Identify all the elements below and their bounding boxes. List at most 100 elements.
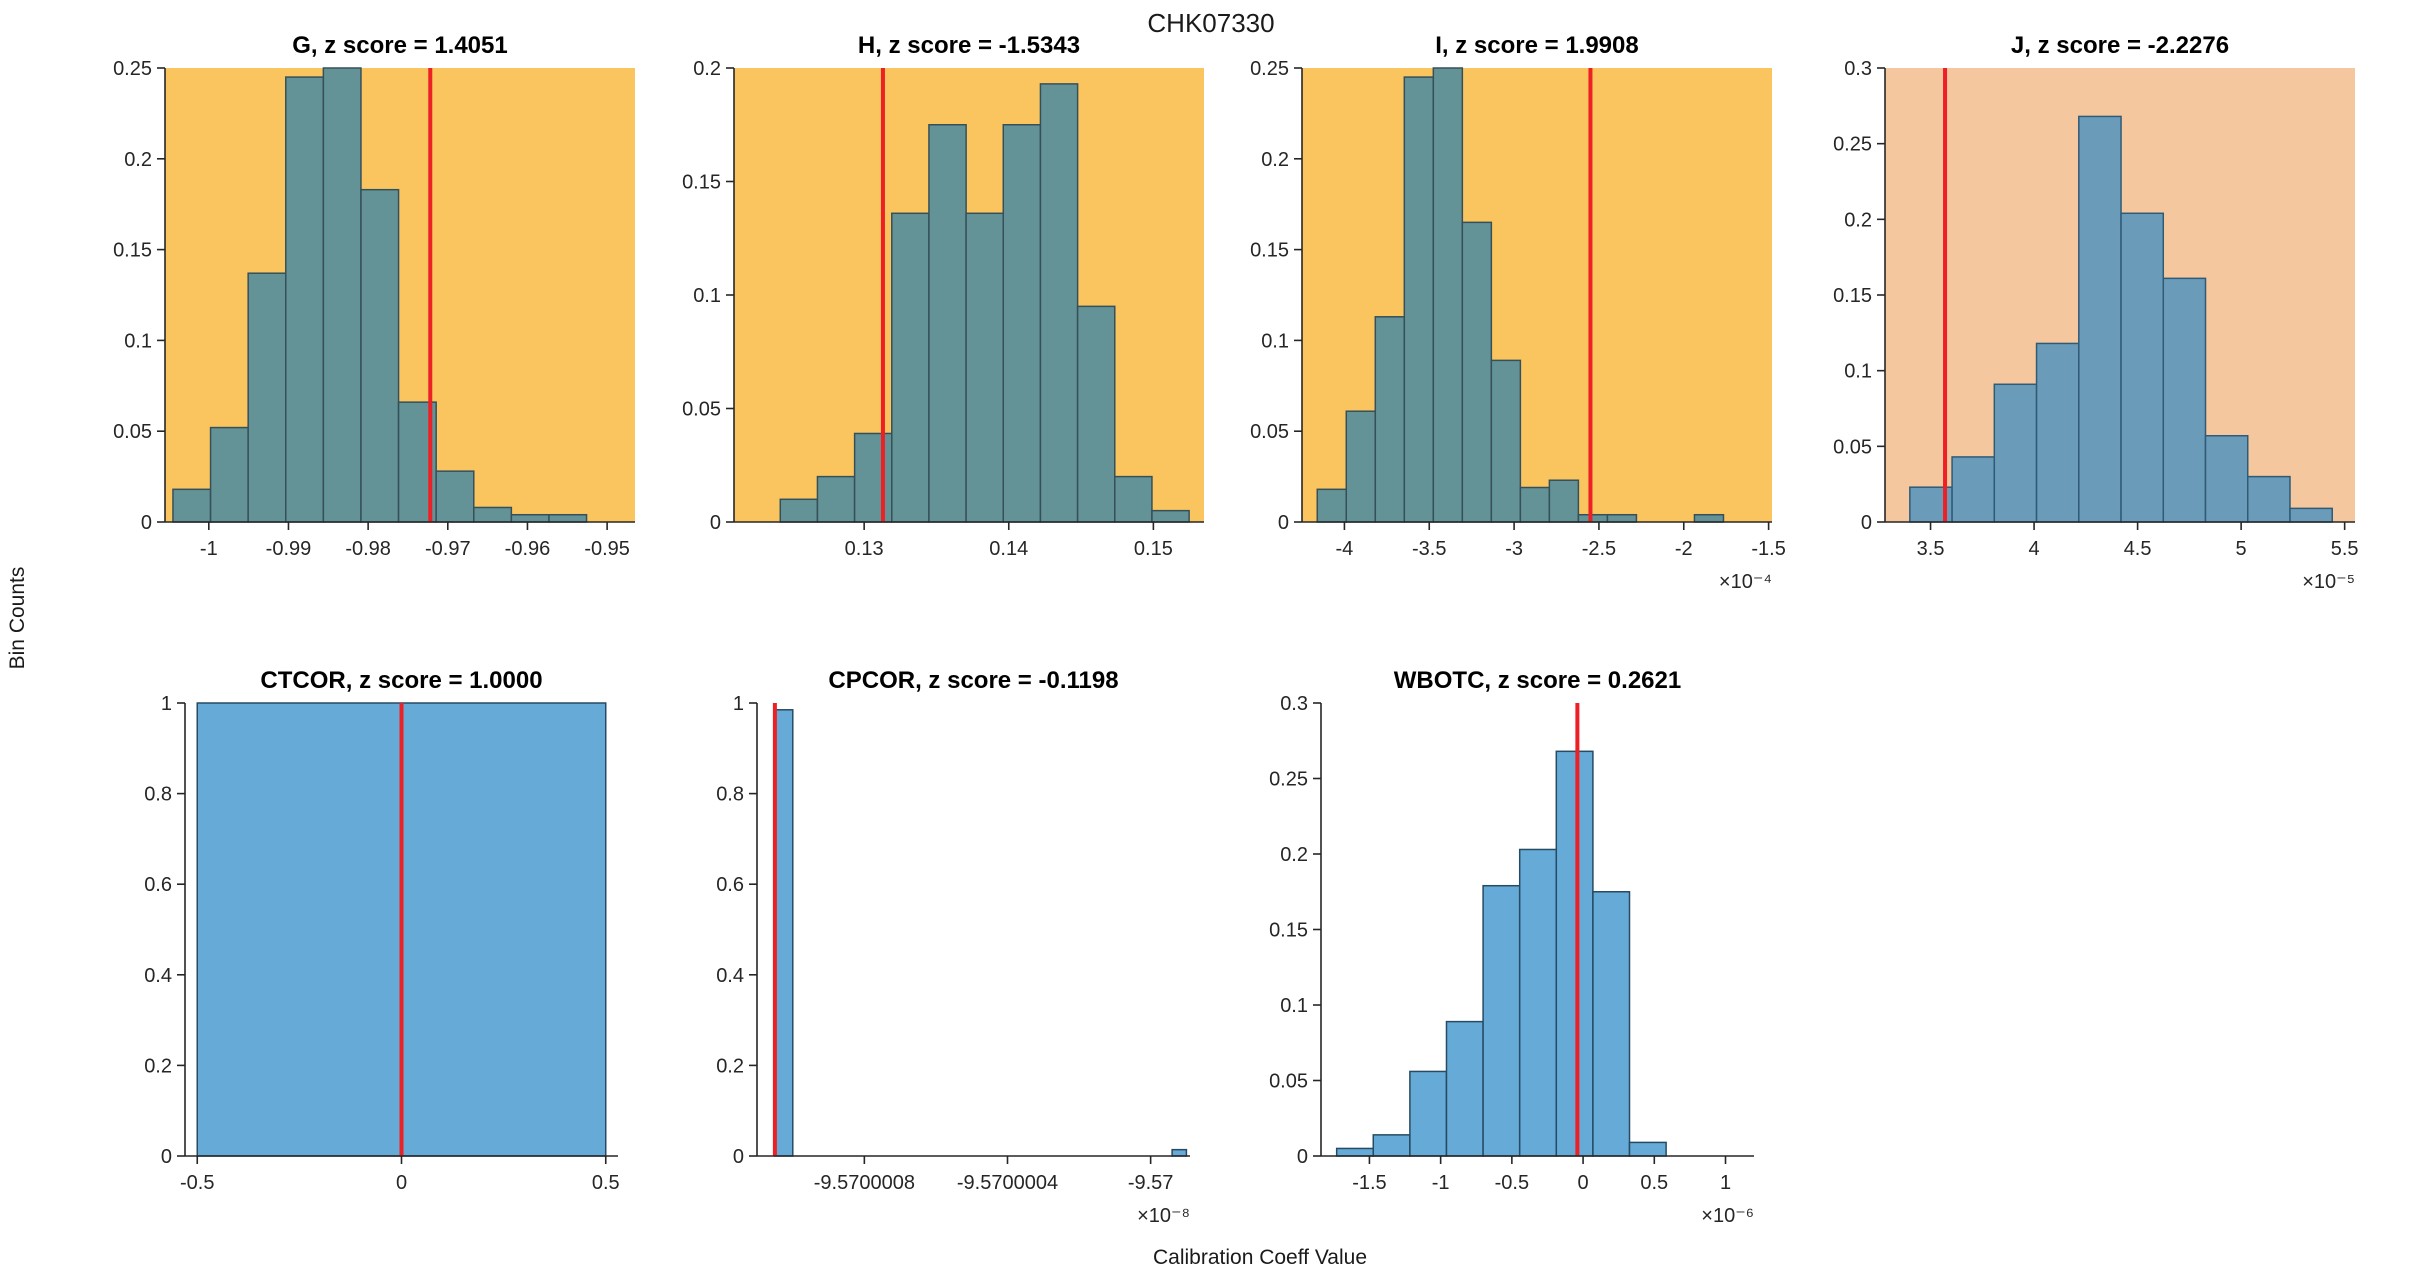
figure-title: CHK07330 [1147,8,1275,38]
axis-exponent-label: ×10⁻⁶ [1701,1205,1754,1227]
histogram-bar [510,513,550,523]
y-tick-label: 0 [1278,512,1289,534]
x-tick-label: -2.5 [1582,538,1616,560]
x-tick-label: -3 [1505,538,1523,560]
histogram-bar [1577,513,1609,523]
histogram-bar [1409,1070,1448,1157]
subplot-title: J, z score = -2.2276 [2011,32,2229,59]
y-tick-label: 0.1 [1261,330,1289,352]
histogram-bar [2289,507,2333,523]
subplot-h: 0.13 0.14 0.15 0 0.05 0.1 0.15 0.2 H, z score = … [646,23,1236,613]
x-tick-label: -0.95 [584,538,630,560]
y-tick-label: 0.8 [716,784,744,806]
x-tick-label: 0.15 [1134,538,1173,560]
subplot-title: CTCOR, z score = 1.0000 [260,667,542,694]
histogram-bar [172,488,212,523]
x-tick-label: 0 [396,1172,407,1194]
x-tick-label: -1 [200,538,218,560]
histogram-bar [853,432,893,523]
x-tick-label: 0.14 [989,538,1028,560]
histogram-bar [435,470,475,523]
histogram-cpcor: -9.5700008 -9.5700004 -9.57 0 0.2 0.4 0.6 0.8 1 C… [716,667,1190,1227]
x-tick-label: -4 [1336,538,1354,560]
y-tick-label: 0.05 [1250,421,1289,443]
histogram-bar [1606,513,1638,523]
histogram-bar [2120,212,2165,523]
x-tick-label: -0.5 [1495,1172,1529,1194]
y-tick-label: 0.2 [1844,209,1872,231]
histogram-bar [1445,1020,1484,1157]
y-tick-label: 0.1 [1280,995,1308,1017]
histogram-bar [1592,891,1631,1157]
subplot-wbotc: -1.5 -1 -0.5 0 0.5 1 0 0.05 0.1 0.15 0.2 0.25 0.3 WBO… [1233,658,1793,1248]
y-tick-label: 0.05 [1833,436,1872,458]
y-tick-label: 0.4 [716,965,744,987]
histogram-bar [360,188,400,523]
histogram-bar [1345,410,1377,523]
y-tick-label: 0.2 [693,58,721,80]
histogram-bar [2035,342,2080,523]
x-tick-label: -0.96 [505,538,551,560]
histogram-bar [548,513,588,523]
histogram-bars [779,83,1190,523]
x-tick-label: -1.5 [1751,538,1785,560]
y-tick-label: 0.15 [113,240,152,262]
histogram-bars [172,67,588,523]
histogram-bar [816,475,856,523]
histogram-bar [1993,383,2038,523]
axis-exponent-label: ×10⁻⁵ [2302,571,2355,593]
subplot-i: -4 -3.5 -3 -2.5 -2 -1.5 0 0.05 0.1 0.15 0.2 0.25 I, … [1214,23,1804,613]
histogram-bar [473,506,513,523]
y-tick-label: 1 [733,693,744,715]
histogram-bar [1518,848,1558,1157]
axis-exponent-label: ×10⁻⁸ [1137,1205,1190,1227]
histogram-bar [1076,305,1116,523]
y-tick-label: 0 [141,512,152,534]
histogram-bar [1628,1141,1667,1157]
subplot-title: H, z score = -1.5343 [858,32,1080,59]
histogram-bar [1693,513,1725,523]
y-tick-label: 0 [1297,1146,1308,1168]
histogram-bar [779,498,819,523]
y-tick-label: 0.3 [1280,693,1308,715]
subplot-title: WBOTC, z score = 0.2621 [1394,667,1681,694]
histogram-bar [1374,316,1406,523]
x-tick-label: 4 [2029,538,2040,560]
y-tick-label: 0.1 [124,330,152,352]
histogram-bar [2162,277,2207,523]
subplot-g: -1 -0.99 -0.98 -0.97 -0.96 -0.95 0 0.05 0.1 0.15 0… [77,23,667,613]
subplot-ctcor: -0.5 0 0.5 0 0.2 0.4 0.6 0.8 1 CTCOR, z score = 1… [97,658,657,1248]
histogram-bar [2204,434,2249,523]
histogram-bar [209,426,249,523]
x-tick-label: -1.5 [1352,1172,1386,1194]
histogram-bar [1432,67,1464,523]
x-tick-label: -3.5 [1412,538,1446,560]
histogram-bar [774,709,794,1157]
figure-y-axis-label: Bin Counts [6,566,29,670]
histogram-bar [1403,76,1435,523]
y-tick-label: 0.25 [1833,134,1872,156]
y-tick-label: 0.1 [1844,361,1872,383]
x-tick-label: -0.98 [345,538,391,560]
y-tick-label: 0.05 [682,399,721,421]
histogram-h: 0.13 0.14 0.15 0 0.05 0.1 0.15 0.2 H, z score = … [682,32,1204,560]
histogram-bar [285,76,325,523]
subplot-cpcor: -9.5700008 -9.5700004 -9.57 0 0.2 0.4 0.6 0.8 1 C… [669,658,1229,1248]
histogram-ctcor: -0.5 0 0.5 0 0.2 0.4 0.6 0.8 1 CTCOR, z score = 1… [144,667,619,1194]
y-tick-label: 0.6 [716,874,744,896]
y-tick-label: 0.4 [144,965,172,987]
y-tick-label: 0.2 [144,1055,172,1077]
x-tick-label: 5 [2236,538,2247,560]
histogram-bar [247,272,287,523]
y-tick-label: 1 [161,693,172,715]
histogram-bar [965,212,1005,523]
y-tick-label: 0 [161,1146,172,1168]
histogram-i: -4 -3.5 -3 -2.5 -2 -1.5 0 0.05 0.1 0.15 0.2 0.25 I, … [1250,32,1786,593]
subplot-title: I, z score = 1.9908 [1435,32,1638,59]
y-tick-label: 0 [710,512,721,534]
histogram-bars [774,709,1188,1157]
figure-x-axis-label: Calibration Coeff Value [1152,1246,1368,1269]
histogram-bar [1555,750,1594,1157]
subplot-title: G, z score = 1.4051 [292,32,507,59]
